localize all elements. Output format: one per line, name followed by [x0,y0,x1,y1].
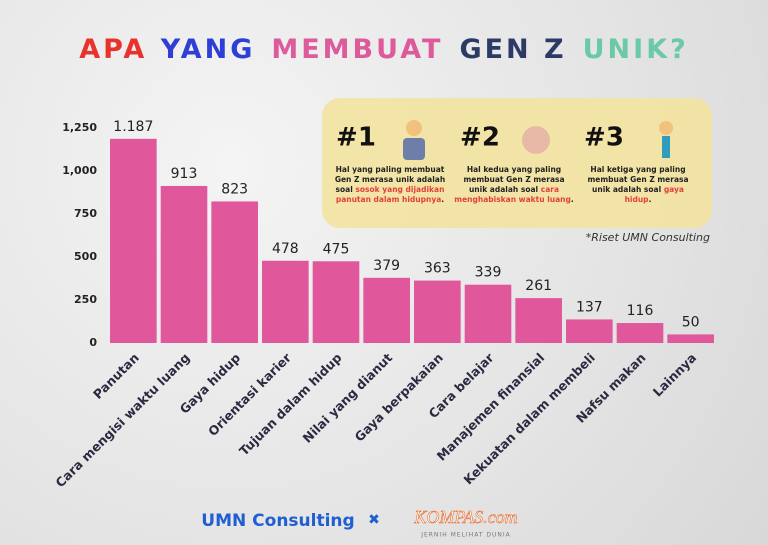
highlight-part: Hal kedua yang paling membuat Gen Z mera… [463,165,565,194]
value-label: 363 [424,261,451,277]
highlight-emphasis: gaya hidup [624,185,684,204]
footer-logo: KOMPAS.com [413,507,517,527]
bar [262,260,309,343]
value-label: 1.187 [113,119,153,135]
highlight-part: Hal yang paling membuat Gen Z merasa uni… [334,165,446,194]
bar [616,323,664,343]
highlight-panel [322,98,712,228]
x-tick-label: Lainnya [650,350,700,400]
y-tick-label: 250 [74,293,97,306]
title-word: YANG [160,34,256,65]
y-tick-label: 750 [74,207,97,220]
value-label: 261 [525,278,552,294]
title-word: APA [79,34,145,65]
highlight-text: Hal kedua yang paling membuat Gen Z mera… [454,165,574,205]
x-tick-label: Orientasi karier [205,349,295,439]
highlight-emphasis: sosok yang dijadikan panutan dalam hidup… [335,185,445,204]
y-tick-label: 1,250 [62,121,97,134]
value-label: 913 [171,166,198,182]
value-label: 137 [576,299,603,315]
bar [566,319,613,343]
highlight-text: Hal ketiga yang paling membuat Gen Z mer… [578,165,698,205]
highlight-part: Hal ketiga yang paling membuat Gen Z mer… [587,165,689,194]
value-label: 475 [323,241,350,257]
rank: #2 [460,123,500,153]
x-tick-label: Tujuan dalam hidup [236,350,344,458]
x-tick-label: Gaya berpakaian [351,350,445,444]
separator: ✖ [368,512,380,528]
title-word: UNIK? [583,34,689,65]
bar [464,284,512,343]
y-tick-label: 500 [74,250,97,263]
value-label: 379 [373,258,400,274]
x-tick-label: Panutan [90,350,142,402]
bar [110,138,157,343]
rank: #1 [336,123,376,153]
value-label: 339 [475,265,502,281]
chart-title: APA YANG MEMBUAT GEN Z UNIK? [79,34,689,65]
value-label: 50 [682,314,700,330]
value-label: 116 [627,303,654,319]
rank: #3 [584,123,624,153]
highlight-text: Hal yang paling membuat Gen Z merasa uni… [330,165,450,205]
title-word: MEMBUAT [271,34,443,65]
note: *Riset UMN Consulting [586,231,710,244]
value-label: 478 [272,241,299,257]
footer-tagline: JERNIH MELIHAT DUNIA [420,532,511,539]
highlight-part: . [441,195,445,204]
bar [160,185,208,343]
x-tick-label: Nilai yang dianut [300,350,396,446]
y-tick-label: 1,000 [62,164,97,177]
icon [403,120,673,160]
bar [414,280,461,343]
footer-logo: UMN Consulting [201,511,354,531]
highlight-part: . [570,195,574,204]
bar [515,298,562,343]
bar [667,334,714,343]
bar [312,261,360,343]
highlight-emphasis: cara menghabiskan waktu luang [454,185,571,204]
y-tick-label: 0 [89,336,97,349]
value-label: 823 [221,181,248,197]
highlight-part: . [648,195,652,204]
bar [211,201,258,343]
bar [363,277,410,343]
title-word: GEN Z [459,34,566,65]
